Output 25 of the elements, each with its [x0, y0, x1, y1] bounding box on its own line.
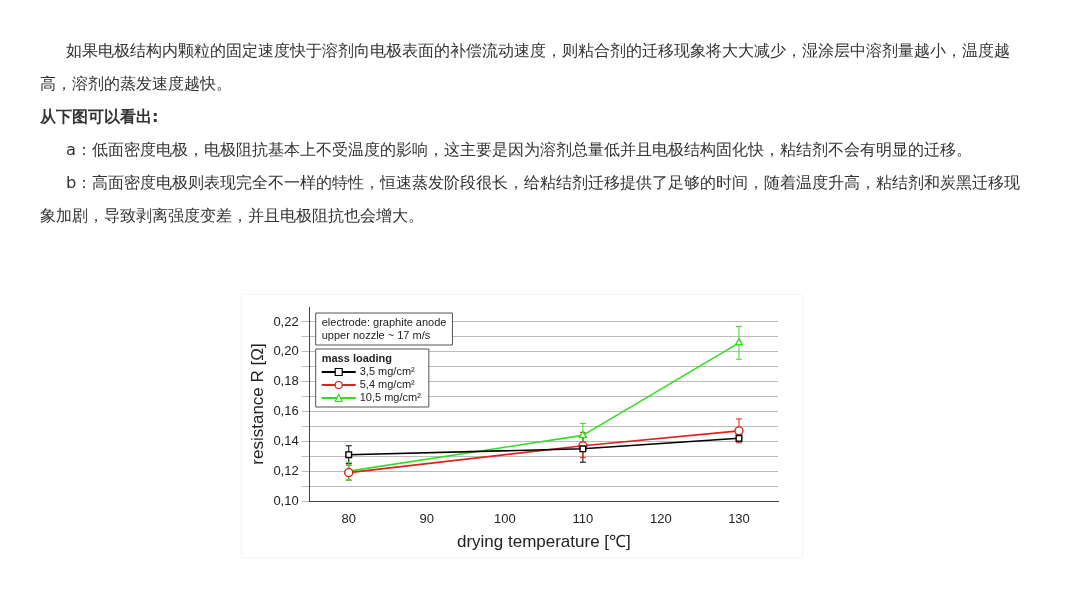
x-tick-label: 90	[419, 511, 435, 527]
legend-title: mass loading	[321, 352, 392, 365]
text: b：高面密度电极则表现完全不一样的特性，恒速蒸发阶段很长，给粘结剂迁移提供了足够的时间，随着温度升高，粘结剂和炭黑迁移现象加剧，导致剥离强度变差，并且电极阻抗也会增大。	[40, 172, 1022, 227]
x-tick-label: 80	[341, 511, 356, 527]
x-tick-label: 110	[572, 511, 594, 527]
legend-label: 3,5 mg/cm²	[359, 365, 416, 378]
text: a：低面密度电极，电极阻抗基本上不受温度的影响，这主要是因为溶剂总量低并且电极结构固化快，粘结剂不会有明显的迁移。	[65, 139, 974, 161]
y-tick-label: 0,22	[273, 313, 299, 329]
x-axis-title: drying temperature [℃]	[456, 532, 631, 552]
legend-label: 10,5 mg/cm²	[359, 391, 422, 404]
legend-label: 5,4 mg/cm²	[359, 378, 416, 391]
x-tick-label: 130	[728, 511, 750, 527]
annotation: electrode: graphite anode	[321, 316, 447, 329]
text: 从下图可以看出:	[40, 106, 160, 128]
y-tick-label: 0,18	[273, 373, 299, 389]
annotation: upper nozzle ~ 17 m/s	[321, 329, 431, 342]
y-axis-title: resistance R [Ω]	[247, 343, 267, 465]
y-tick-label: 0,14	[273, 432, 299, 448]
y-tick-label: 0,20	[273, 343, 299, 359]
y-tick-label: 0,16	[273, 403, 299, 419]
x-tick-label: 100	[493, 511, 516, 527]
x-tick-label: 120	[650, 511, 672, 527]
text: 如果电极结构内颗粒的固定速度快于溶剂向电极表面的补偿流动速度，则粘合剂的迁移现象将大大减少，湿涂层中溶剂量越小，温度越高，溶剂的蒸发速度越快。	[40, 40, 1012, 95]
y-tick-label: 0,10	[273, 492, 299, 508]
y-tick-label: 0,12	[273, 462, 299, 478]
